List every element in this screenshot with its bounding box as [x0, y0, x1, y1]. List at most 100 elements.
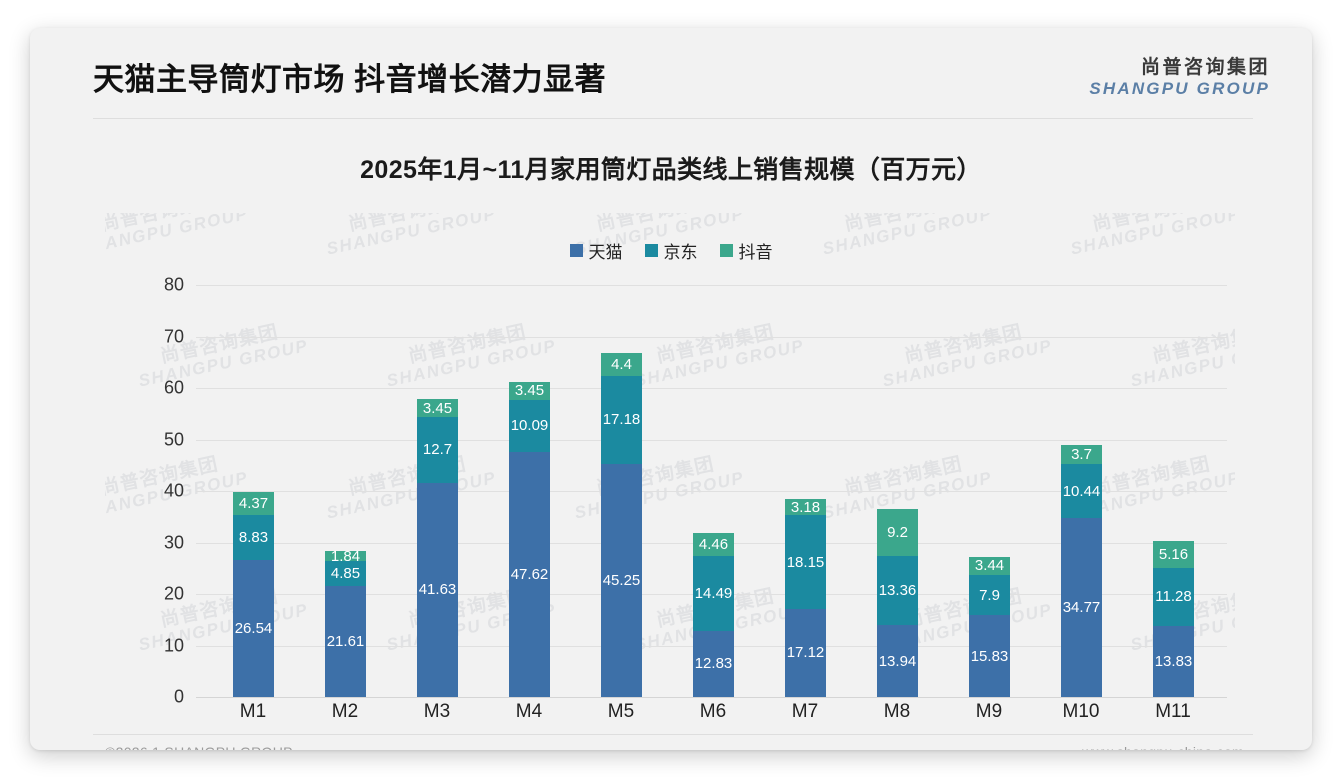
company-logo: 尚普咨询集团 SHANGPU GROUP [1089, 58, 1270, 98]
bar-value-label: 7.9 [979, 586, 1000, 604]
legend-swatch-icon [644, 244, 658, 257]
bar-value-label: 17.18 [602, 411, 641, 429]
bar-value-label: 4.85 [330, 564, 361, 582]
slide-header: 天猫主导筒灯市场 抖音增长潜力显著 尚普咨询集团 SHANGPU GROUP [30, 28, 1312, 118]
bar-segment[interactable]: 3.45 [417, 399, 458, 418]
bar-stack[interactable]: 21.61 4.85 1.84 [325, 549, 366, 697]
legend-swatch-icon [569, 244, 583, 257]
x-axis-tick-label: M4 [515, 701, 543, 722]
bar-segment[interactable]: 11.28 [1153, 567, 1194, 626]
x-axis-tick-label: M3 [423, 701, 451, 722]
bar-value-label: 13.94 [878, 652, 917, 670]
bar-segment[interactable]: 3.44 [969, 557, 1010, 575]
y-axis-tick-label: 40 [163, 480, 184, 501]
bar-value-label: 3.45 [422, 399, 453, 417]
bar-segment[interactable]: 7.9 [969, 574, 1010, 616]
bar-segment[interactable]: 12.83 [693, 630, 734, 697]
legend-label: 抖音 [738, 243, 773, 262]
bar-stack[interactable]: 15.83 7.9 3.44 [969, 557, 1010, 697]
grid-line [196, 388, 1227, 389]
bar-stack[interactable]: 47.62 10.09 3.45 [509, 382, 550, 697]
bar-segment[interactable]: 26.54 [233, 560, 274, 697]
grid-line [196, 336, 1227, 338]
bar-value-label: 45.25 [602, 571, 641, 589]
bar-value-label: 34.77 [1062, 598, 1101, 616]
bar-segment[interactable]: 15.83 [969, 615, 1010, 697]
x-axis-tick-label: M7 [791, 701, 819, 722]
bar-segment[interactable]: 9.2 [877, 509, 918, 557]
bar-value-label: 13.36 [878, 582, 917, 600]
bar-segment[interactable]: 4.46 [693, 533, 734, 557]
bar-value-label: 41.63 [418, 581, 457, 599]
bar-segment[interactable]: 18.15 [785, 515, 826, 609]
bar-value-label: 17.12 [786, 644, 825, 662]
bar-segment[interactable]: 47.62 [509, 451, 550, 697]
bar-value-label: 3.7 [1071, 446, 1092, 464]
bar-segment[interactable]: 12.7 [417, 417, 458, 483]
slide-card: 天猫主导筒灯市场 抖音增长潜力显著 尚普咨询集团 SHANGPU GROUP 2… [30, 28, 1312, 750]
bar-segment[interactable]: 10.44 [1061, 464, 1102, 518]
bar-segment[interactable]: 13.36 [877, 556, 918, 626]
legend-item-1[interactable]: 京东 [644, 238, 698, 263]
bar-value-label: 8.83 [238, 529, 269, 547]
bar-segment[interactable]: 17.12 [785, 608, 826, 697]
bar-segment[interactable]: 34.77 [1061, 517, 1102, 697]
y-axis-tick-label: 30 [163, 532, 184, 552]
y-axis-tick-label: 80 [163, 274, 184, 295]
bar-segment[interactable]: 45.25 [601, 463, 642, 697]
chart-legend: 天猫 京东 抖音 [30, 238, 1312, 263]
x-axis-tick-label: M10 [1062, 701, 1100, 722]
bar-value-label: 11.28 [1155, 588, 1192, 606]
x-axis-tick-label: M2 [331, 701, 359, 722]
bar-segment[interactable]: 21.61 [325, 585, 366, 697]
bar-segment[interactable]: 1.84 [325, 549, 366, 564]
bar-value-label: 13.83 [1154, 652, 1193, 670]
bar-stack[interactable]: 45.25 17.18 4.4 [601, 352, 642, 697]
bar-segment[interactable]: 5.16 [1153, 541, 1194, 568]
bar-segment[interactable]: 3.7 [1061, 445, 1102, 465]
bar-stack[interactable]: 13.83 11.28 5.16 [1153, 541, 1194, 697]
grid-line [196, 491, 1227, 492]
bar-value-label: 15.83 [970, 647, 1009, 665]
y-axis-tick-label: 60 [163, 377, 184, 398]
logo-english-text: SHANGPU GROUP [1089, 78, 1270, 98]
bar-stack[interactable]: 34.77 10.44 3.7 [1061, 445, 1102, 697]
bar-value-label: 3.18 [790, 498, 821, 516]
y-axis-tick-label: 70 [163, 326, 184, 346]
bar-segment[interactable]: 17.18 [601, 375, 642, 464]
bar-stack[interactable]: 26.54 8.83 4.37 [233, 492, 274, 697]
bar-stack[interactable]: 13.94 13.36 9.2 [877, 509, 918, 697]
bar-segment[interactable]: 41.63 [417, 482, 458, 697]
bar-segment[interactable]: 4.4 [601, 352, 642, 376]
bar-segment[interactable]: 3.18 [785, 498, 826, 516]
bar-value-label: 18.15 [786, 553, 825, 571]
bar-segment[interactable]: 4.37 [233, 492, 274, 515]
bar-segment[interactable]: 8.83 [233, 514, 274, 561]
y-axis-tick-label: 50 [163, 429, 184, 449]
bar-segment[interactable]: 10.09 [509, 399, 550, 452]
bar-stack[interactable]: 41.63 12.7 3.45 [417, 399, 458, 697]
bar-stack[interactable]: 12.83 14.49 4.46 [693, 533, 734, 697]
bar-segment[interactable]: 13.83 [1153, 625, 1194, 697]
plot-area: 0 10 20 30 40 50 60 70 80 26.54 8.83 4.37 M1 21.61 4.… [30, 193, 1312, 722]
bar-segment[interactable]: 13.94 [877, 625, 918, 697]
bar-value-label: 4.37 [238, 495, 269, 513]
footer-divider [93, 734, 1253, 735]
page-title: 天猫主导筒灯市场 抖音增长潜力显著 [93, 62, 607, 97]
bar-value-label: 12.83 [694, 655, 733, 673]
bar-value-label: 21.61 [326, 632, 365, 650]
bar-value-label: 4.4 [611, 355, 632, 373]
legend-item-2[interactable]: 抖音 [719, 238, 773, 263]
bar-value-label: 9.2 [887, 524, 908, 542]
logo-chinese-text: 尚普咨询集团 [1140, 57, 1270, 78]
bar-stack[interactable]: 17.12 18.15 3.18 [785, 499, 826, 697]
grid-line [196, 285, 1227, 286]
x-axis-tick-label: M5 [607, 701, 635, 722]
legend-item-0[interactable]: 天猫 [569, 238, 623, 263]
bar-segment[interactable]: 4.85 [325, 560, 366, 586]
bar-segment[interactable]: 3.45 [509, 382, 550, 400]
bar-segment[interactable]: 14.49 [693, 556, 734, 631]
bar-value-label: 4.46 [698, 536, 729, 554]
bar-value-label: 5.16 [1158, 545, 1189, 563]
grid-line [196, 697, 1227, 698]
